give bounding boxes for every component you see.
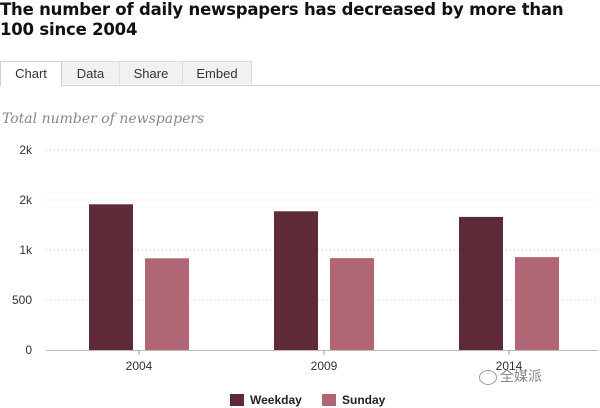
x-tick-label: 2014 [496, 359, 523, 373]
bar-weekday-2004 [89, 204, 133, 350]
y-tick-label: 2k [19, 143, 33, 157]
legend-label-sunday: Sunday [342, 393, 386, 407]
x-tick-label: 2009 [311, 359, 338, 373]
legend-label-weekday: Weekday [250, 393, 302, 407]
bar-weekday-2009 [274, 211, 318, 350]
tab-data[interactable]: Data [61, 61, 120, 84]
y-tick-label: 500 [12, 293, 32, 307]
legend-swatch-weekday [230, 394, 244, 406]
bar-weekday-2014 [459, 216, 503, 350]
tab-embed[interactable]: Embed [182, 61, 252, 84]
chat-bubble-icon [479, 369, 497, 385]
chart-title: Total number of newspapers [2, 111, 205, 127]
page-title: The number of daily newspapers has decre… [0, 0, 564, 39]
y-tick-label: 1k [19, 243, 33, 257]
tab-share[interactable]: Share [119, 61, 183, 84]
bar-sunday-2014 [515, 257, 559, 350]
bar-sunday-2004 [145, 258, 189, 350]
y-tick-label: 2k [19, 193, 33, 207]
watermark-text: 全媒派 [500, 369, 542, 385]
legend-swatch-sunday [322, 394, 336, 406]
bar-sunday-2009 [330, 258, 374, 350]
tab-bar: Chart Data Share Embed [0, 61, 600, 86]
tab-chart[interactable]: Chart [0, 61, 62, 86]
y-tick-label: 0 [25, 343, 32, 357]
x-tick-label: 2004 [126, 359, 153, 373]
watermark: 全媒派 [479, 366, 542, 386]
